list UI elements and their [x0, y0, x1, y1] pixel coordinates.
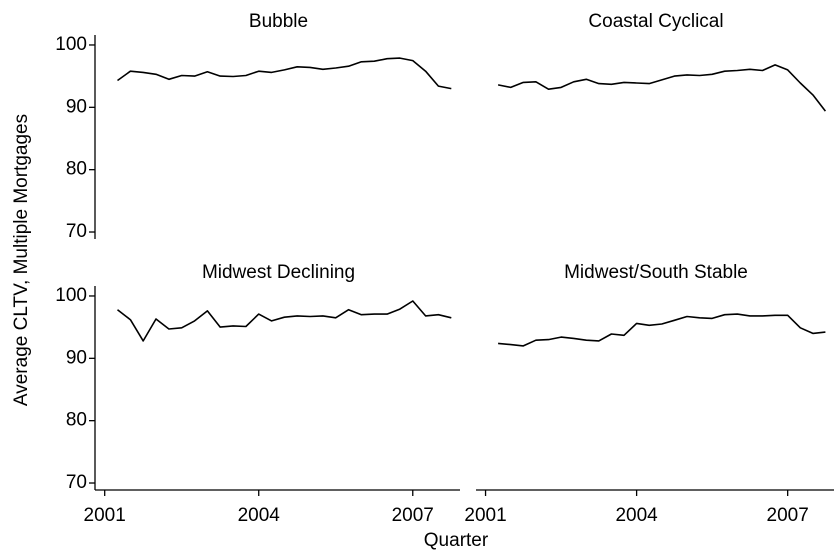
y-tick-label: 70 [66, 221, 87, 242]
panel-title: Midwest Declining [202, 262, 355, 283]
panel-title: Midwest/South Stable [564, 262, 748, 283]
data-line [498, 313, 826, 347]
data-line [497, 64, 827, 112]
y-tick-label: 90 [66, 347, 87, 368]
y-tick-label: 80 [66, 159, 87, 180]
y-tick-label: 80 [66, 410, 87, 431]
x-tick-label: 2004 [615, 505, 658, 526]
y-tick-label: 100 [55, 285, 87, 306]
panel-title: Bubble [249, 11, 308, 32]
y-tick-label: 100 [55, 34, 87, 55]
x-tick-label: 2001 [464, 505, 506, 526]
x-tick-label: 2004 [238, 505, 281, 526]
x-axis-label: Quarter [424, 530, 489, 551]
data-line [117, 57, 452, 90]
x-tick-label: 2007 [767, 505, 809, 526]
x-tick-label: 2001 [84, 505, 126, 526]
panel-title: Coastal Cyclical [588, 11, 723, 32]
data-line [117, 300, 452, 342]
x-tick-label: 2007 [392, 505, 434, 526]
y-tick-label: 70 [66, 472, 87, 493]
y-axis-label: Average CLTV, Multiple Mortgages [11, 114, 32, 406]
y-tick-label: 90 [66, 96, 87, 117]
